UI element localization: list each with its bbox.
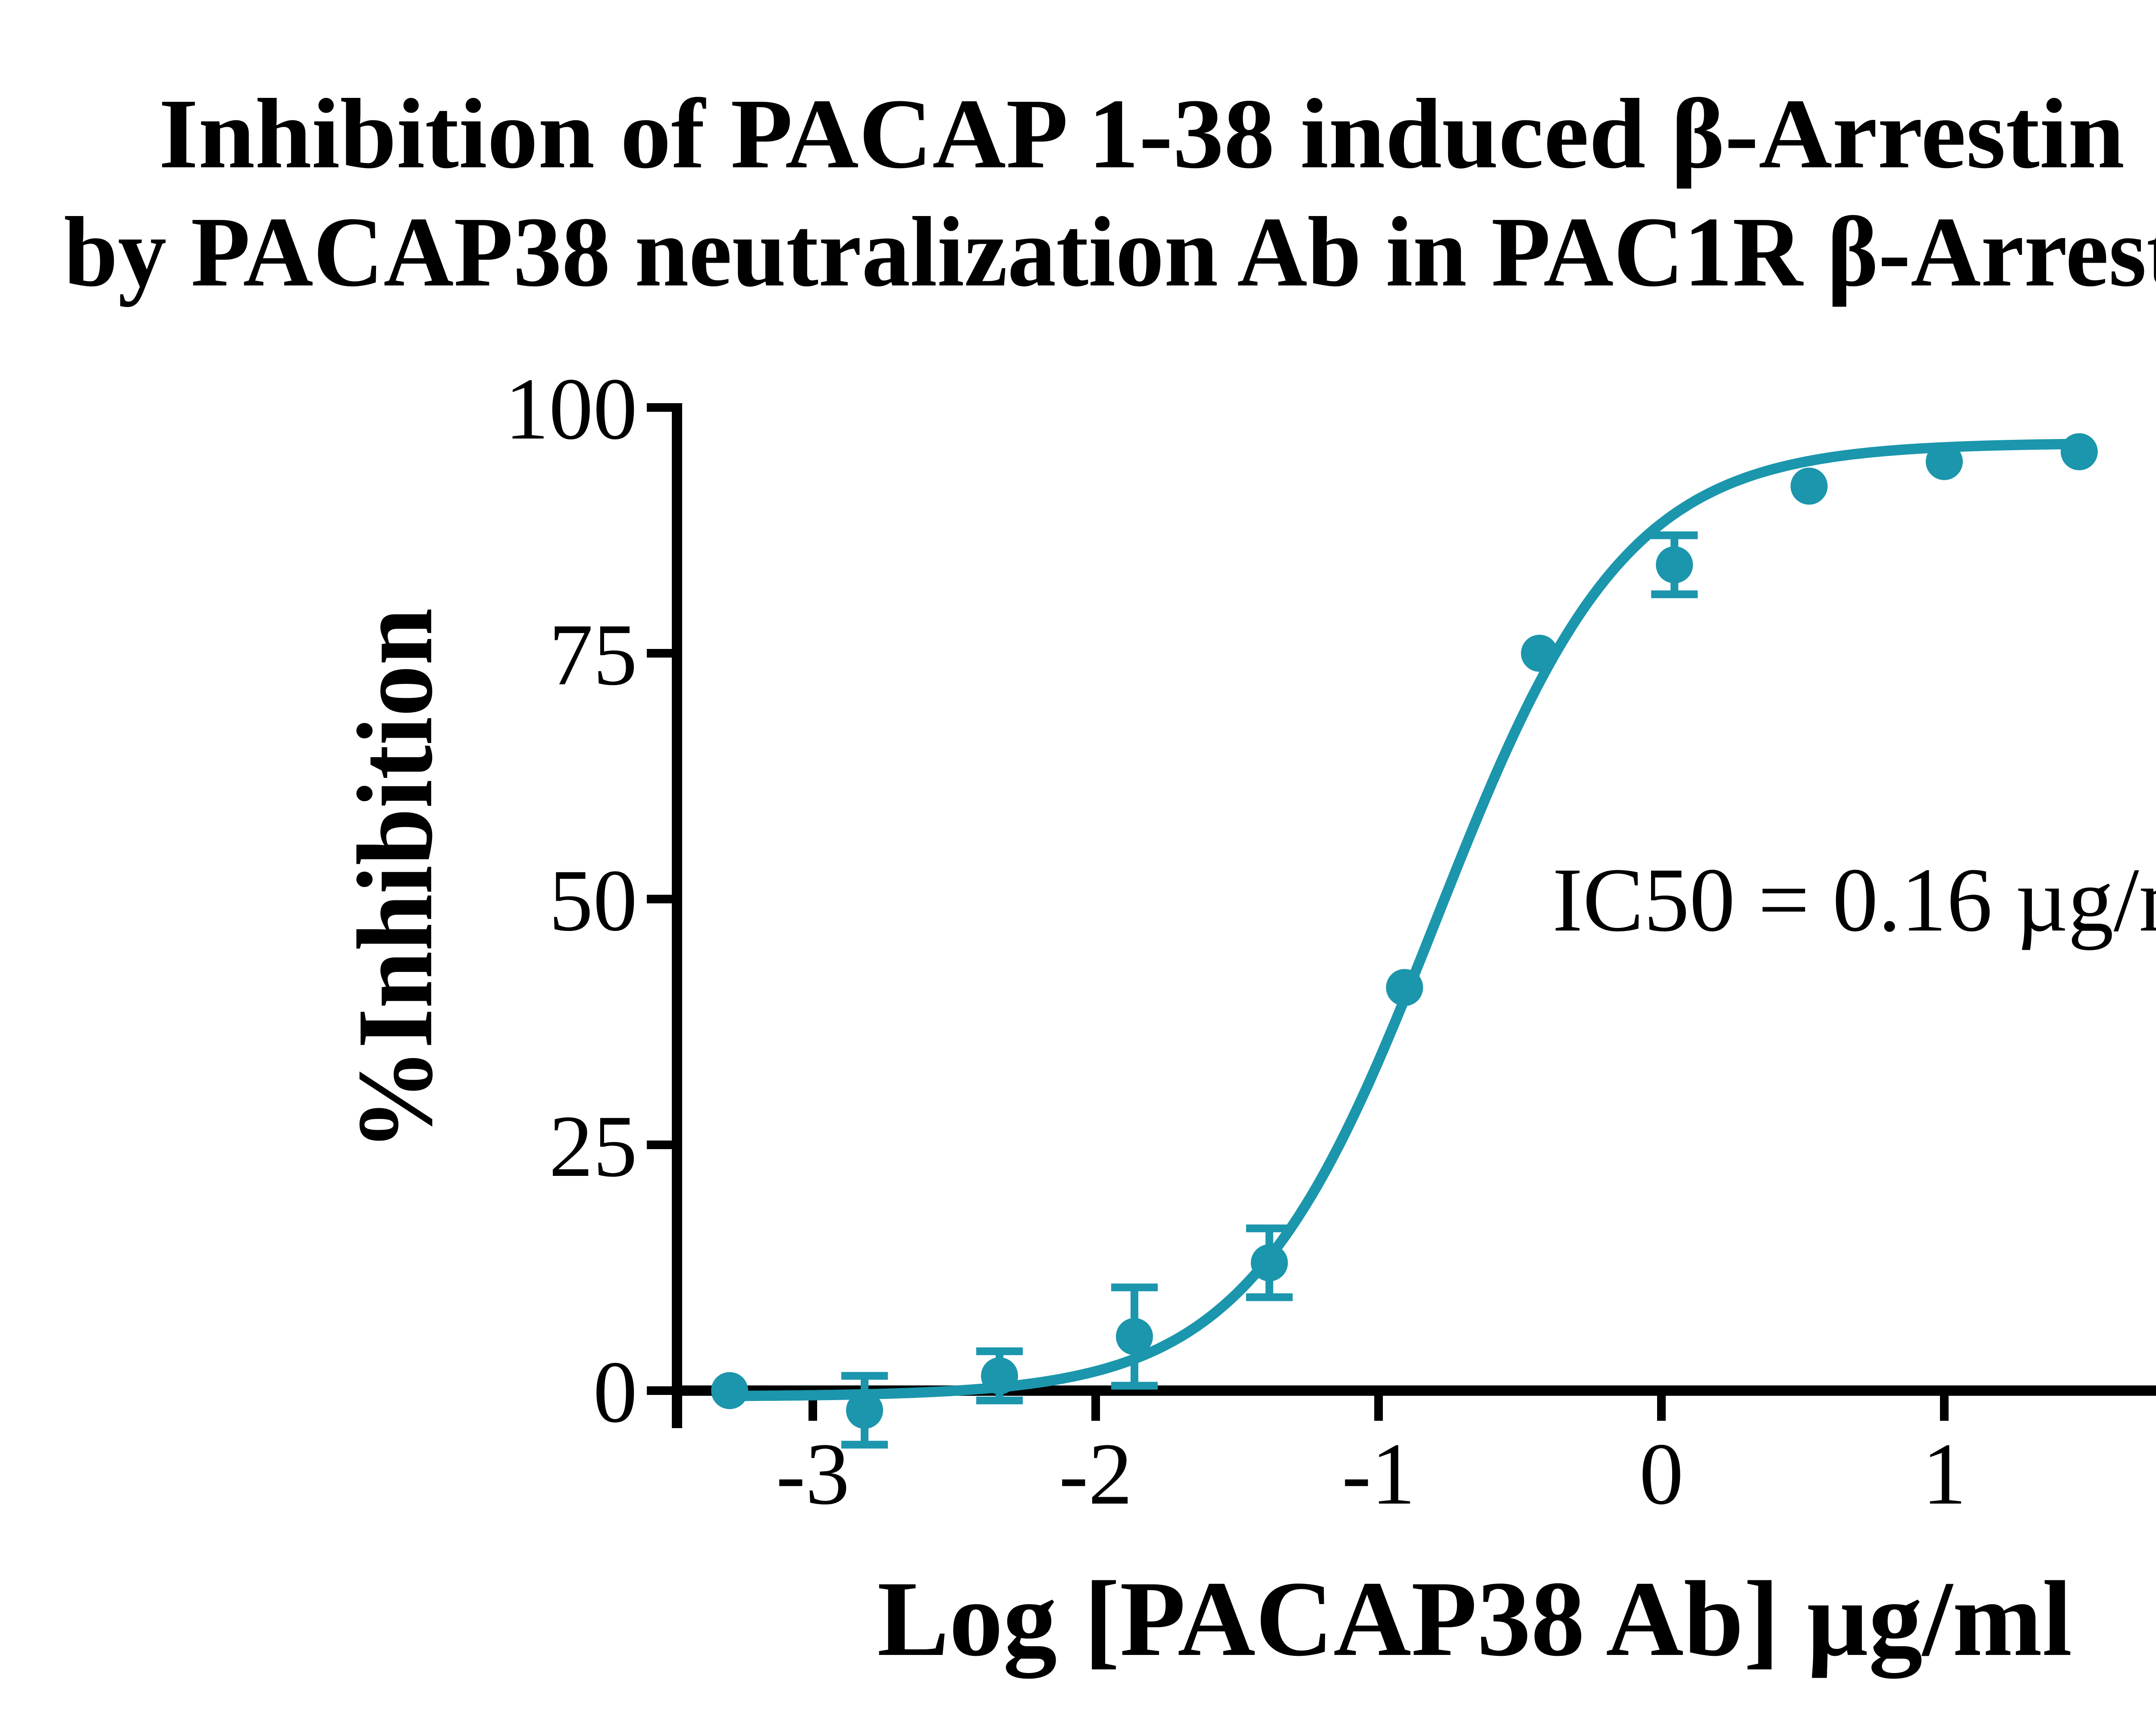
data-points	[711, 433, 2098, 1429]
chart-title-line2: by PACAP38 neutralization Ab in PAC1R β-…	[64, 197, 2156, 307]
x-axis-label: Log [PACAP38 Ab] µg/ml	[877, 1559, 2072, 1679]
y-tick-label: 50	[549, 852, 637, 949]
error-bars	[841, 531, 1698, 1449]
y-axis-label: %Inhibition	[335, 608, 455, 1151]
y-tick-label: 75	[549, 606, 637, 704]
x-axis-ticks: -3-2-1012	[776, 1396, 1967, 1523]
data-point	[1656, 546, 1693, 583]
data-point	[981, 1357, 1018, 1394]
y-tick-label: 100	[505, 360, 638, 458]
x-tick-label: 0	[1639, 1425, 1684, 1523]
data-point	[1386, 969, 1423, 1006]
data-point	[1926, 443, 1963, 480]
x-tick-label: 1	[1922, 1425, 1967, 1523]
fit-curve	[723, 439, 2080, 1401]
data-point	[1790, 467, 1828, 505]
data-point	[1116, 1318, 1153, 1355]
y-tick-label: 25	[549, 1097, 637, 1195]
data-point	[2060, 433, 2098, 470]
x-tick-label: -2	[1059, 1425, 1133, 1523]
x-tick-label: -3	[776, 1425, 850, 1523]
data-point	[711, 1372, 749, 1409]
x-tick-label: -1	[1342, 1425, 1416, 1523]
data-point	[846, 1391, 884, 1429]
data-point	[1521, 635, 1558, 672]
chart-title-line1: Inhibition of PACAP 1-38 induced β-Arres…	[159, 78, 2156, 189]
y-axis-ticks: 0 25 50 75 100	[505, 360, 672, 1441]
data-point	[1250, 1244, 1288, 1282]
ic50-annotation: IC50 = 0.16 µg/ml	[1552, 849, 2156, 950]
y-tick-label: 0	[593, 1343, 638, 1441]
